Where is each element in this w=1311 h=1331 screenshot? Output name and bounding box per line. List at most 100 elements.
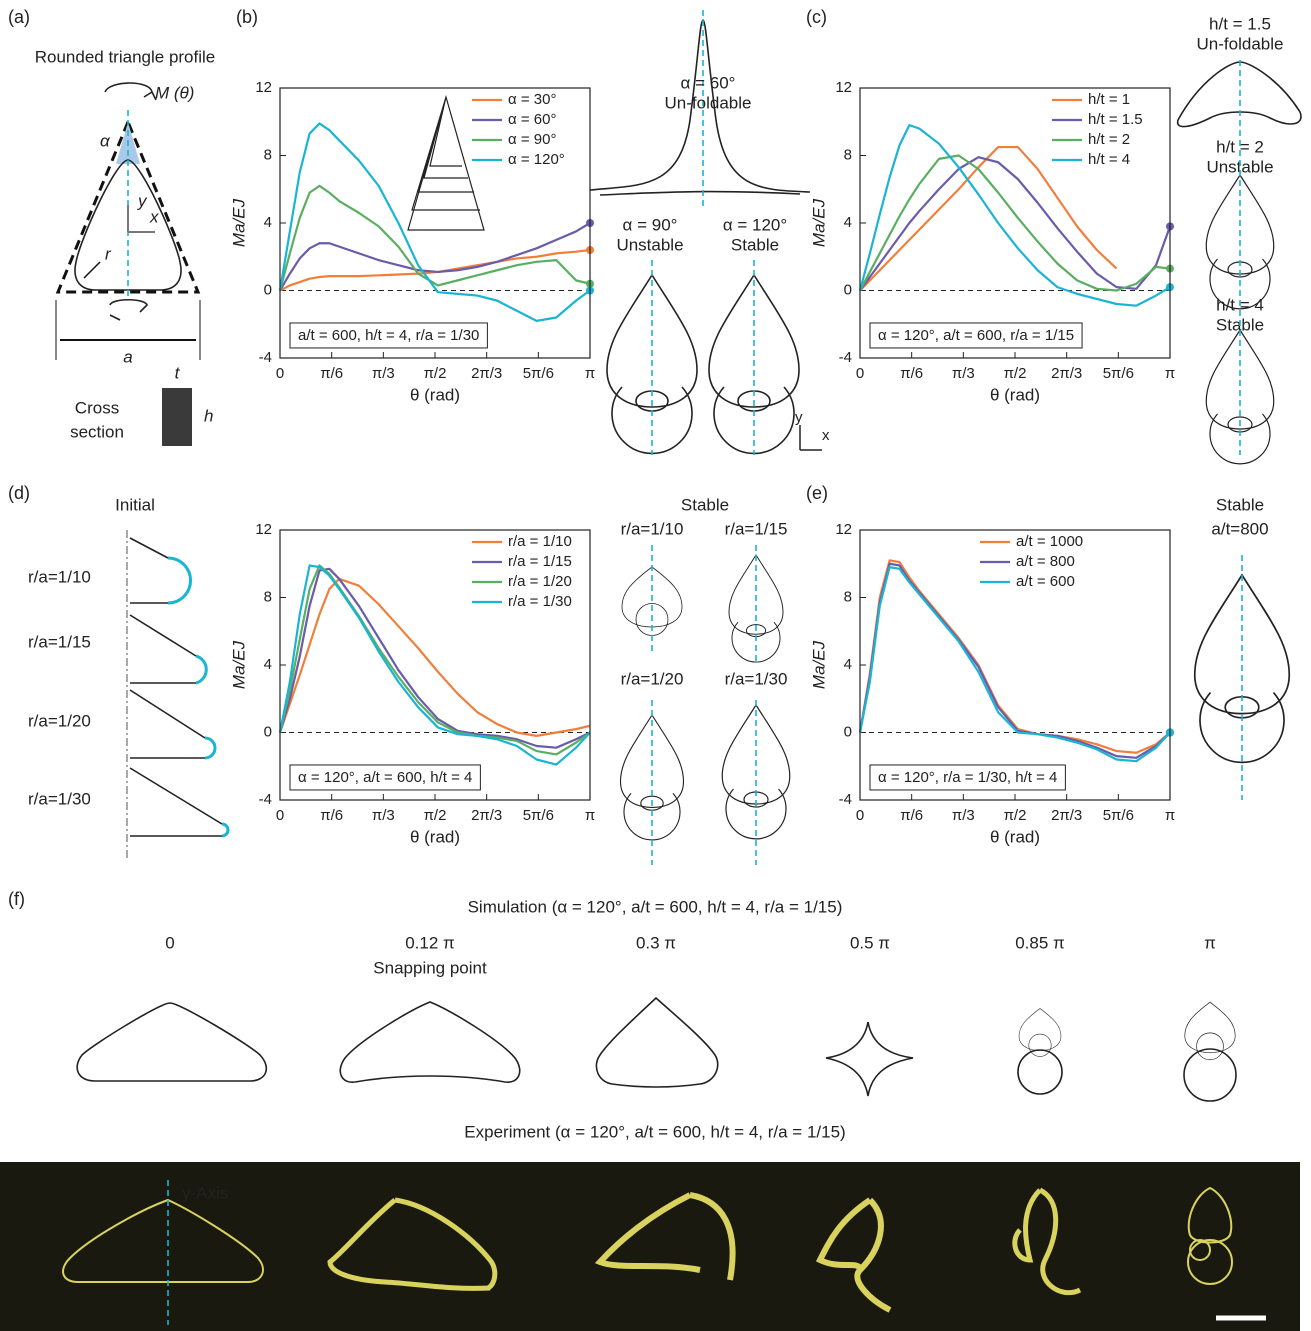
state-label: 0 <box>165 933 174 952</box>
x-tick-label: π/2 <box>1004 365 1027 382</box>
diagram-title: Initial <box>115 495 155 514</box>
profile-label: r/a=1/15 <box>28 632 91 651</box>
x-tick-label: π/2 <box>424 365 447 382</box>
x-tick-label: 0 <box>856 365 864 382</box>
series-line <box>278 564 591 756</box>
series-line <box>278 577 591 737</box>
series-line <box>278 122 591 322</box>
y-tick-label: 0 <box>264 723 272 740</box>
initial-profile <box>129 767 223 837</box>
series-line <box>278 184 591 291</box>
y-tick-label: 0 <box>264 281 272 298</box>
annotation-box <box>869 322 1083 349</box>
initial-profile <box>129 537 169 604</box>
panel-label: (c) <box>806 7 827 27</box>
initial-profile <box>129 614 197 684</box>
shape-label: r/a=1/30 <box>725 669 788 688</box>
state-shape <box>825 1021 914 1097</box>
t-label: t <box>175 363 181 382</box>
annotation-box <box>289 764 481 791</box>
x-tick-label: π/6 <box>320 807 343 824</box>
y-tick-label: -4 <box>839 349 852 366</box>
x-tick-label: 5π/6 <box>1103 807 1134 824</box>
profile-label: r/a=1/20 <box>28 711 91 730</box>
x-tick-label: π/2 <box>1004 807 1027 824</box>
rounded-corner <box>221 822 230 838</box>
axes-arrows <box>127 205 155 233</box>
shape-label: Unstable <box>1206 157 1273 176</box>
shape-label: Un-foldable <box>1197 34 1284 53</box>
rounded-corner <box>195 654 208 685</box>
photo-shapes <box>62 1186 1233 1313</box>
x-tick-label: 2π/3 <box>471 365 502 382</box>
series-line <box>279 248 591 292</box>
annotation-box <box>289 322 488 349</box>
x-tick-label: 5π/6 <box>523 365 554 382</box>
cross-section <box>162 388 192 446</box>
x-tick-label: π/6 <box>900 807 923 824</box>
legend-label: h/t = 4 <box>1088 151 1130 168</box>
x-tick-label: π/3 <box>372 365 395 382</box>
shape-label: Unstable <box>616 235 683 254</box>
y-axis-label: Ma/EJ <box>809 198 828 247</box>
alpha-label: α <box>100 131 111 150</box>
x-tick-label: π/3 <box>372 807 395 824</box>
r-arrow <box>83 261 101 279</box>
annotation: a/t = 600, h/t = 4, r/a = 1/30 <box>298 327 479 344</box>
series-line <box>859 156 1172 292</box>
shape-label: α = 120° <box>723 215 787 234</box>
series-line <box>279 222 591 292</box>
state-shape <box>1183 1048 1237 1102</box>
x-tick-label: π <box>1165 807 1175 824</box>
shape-label: α = 60° <box>681 73 736 92</box>
plot-frame <box>279 529 591 801</box>
series-line <box>859 154 1171 292</box>
annotation-box <box>869 764 1066 791</box>
diagram-title: Stable <box>681 495 729 514</box>
y-tick-label: -4 <box>259 791 272 808</box>
state-shape <box>76 1002 268 1082</box>
panel-label: (d) <box>8 483 30 503</box>
axes-arrows <box>799 425 822 451</box>
panel-label: (f) <box>8 889 25 909</box>
series-line <box>858 559 1171 754</box>
state-label: 0.12 π <box>405 933 455 952</box>
x-tick-label: π/3 <box>952 807 975 824</box>
x-axis-label: θ (rad) <box>990 385 1040 404</box>
rounded-corner <box>167 556 192 605</box>
legend-label: α = 60° <box>508 111 556 128</box>
state-label: 0.5 π <box>850 933 890 952</box>
x-tick-label: π <box>1165 365 1175 382</box>
state-shape <box>1184 1001 1236 1061</box>
legend-label: r/a = 1/10 <box>508 533 572 550</box>
y-label: y <box>795 409 803 426</box>
x-tick-label: 0 <box>276 365 284 382</box>
state-label: 0.3 π <box>636 933 676 952</box>
shape-label: r/a=1/15 <box>725 519 788 538</box>
initial-profile <box>129 689 206 759</box>
moment-arrow <box>109 298 148 321</box>
x-tick-label: 2π/3 <box>471 807 502 824</box>
shape-label: α = 90° <box>623 215 678 234</box>
series-line <box>278 564 591 766</box>
panel-label: (b) <box>236 7 258 27</box>
legend-label: a/t = 1000 <box>1016 533 1083 550</box>
state-shape <box>339 1001 521 1083</box>
y-tick-label: -4 <box>839 791 852 808</box>
y-tick-label: 4 <box>844 656 852 673</box>
series-line <box>858 124 1171 307</box>
series-line <box>859 145 1118 292</box>
y-tick-label: 0 <box>844 281 852 298</box>
legend-label: h/t = 1 <box>1088 91 1130 108</box>
moment-arrow <box>104 82 157 101</box>
x-tick-label: 5π/6 <box>523 807 554 824</box>
legend-label: r/a = 1/30 <box>508 593 572 610</box>
x-tick-label: 2π/3 <box>1051 807 1082 824</box>
legend-label: r/a = 1/20 <box>508 573 572 590</box>
x-tick-label: π <box>585 807 595 824</box>
x-tick-label: π/6 <box>900 365 923 382</box>
panel-label: (e) <box>806 483 828 503</box>
rounded-corner <box>204 736 217 760</box>
legend-label: α = 90° <box>508 131 556 148</box>
